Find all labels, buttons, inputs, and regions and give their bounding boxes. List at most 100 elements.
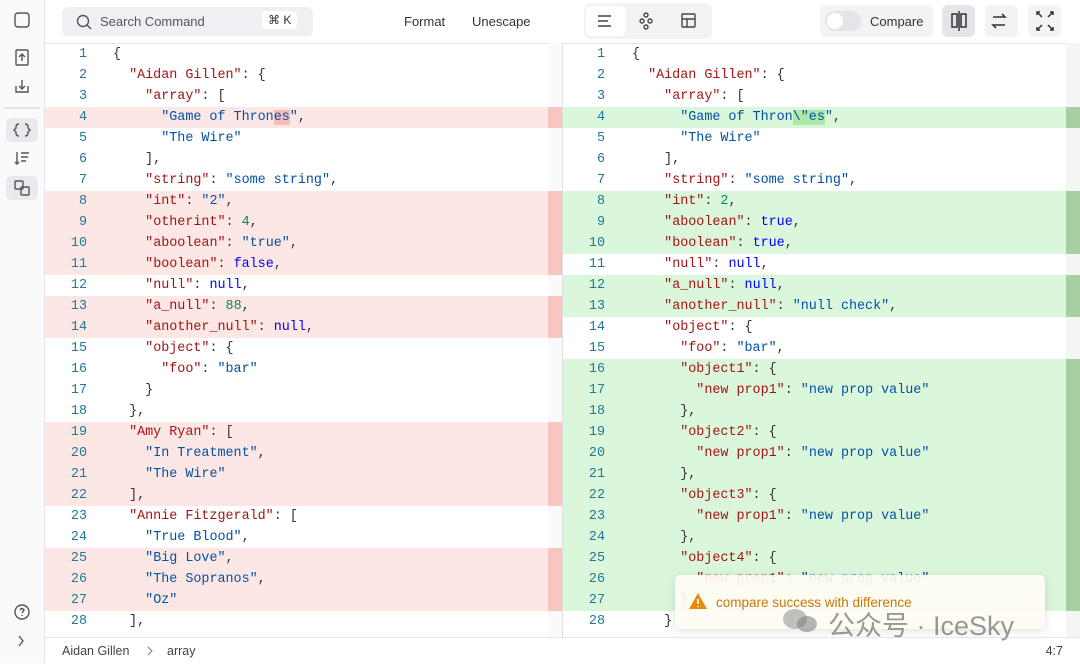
token: "The Sopranos" [145,572,258,587]
toast-message: compare success with difference [716,595,912,610]
token: " [824,110,833,125]
line-code: "boolean": false, [113,254,282,275]
line-number: 5 [596,131,605,146]
line-code: "object2": { [632,422,776,443]
line-number: 20 [588,446,605,461]
token [632,236,664,251]
code-line: 7 "string": "some string", [45,170,548,191]
token: : [217,257,234,272]
token: ], [113,152,162,167]
code-line: 9 "aboolean": true, [563,212,1066,233]
line-number: 12 [70,278,87,293]
line-number: 9 [596,215,605,230]
line-code: "a_null": 88, [113,296,250,317]
token: , [257,446,266,461]
token: "aboolean" [664,215,745,230]
token: , [225,194,234,209]
shortcut: ⌘ K [262,11,298,29]
code-line: 24 }, [563,527,1066,548]
line-number: 5 [78,131,87,146]
diff-marker [1066,506,1080,527]
diff-marker [548,317,562,338]
token: : [712,257,729,272]
line-code: }, [632,401,696,422]
token [113,68,129,83]
line-number: 23 [588,509,605,524]
breadcrumb[interactable]: Aidan Gillen [62,644,130,658]
token: : { [760,68,785,83]
line-number: 11 [70,257,87,272]
line-code: "array": [ [113,86,225,107]
line-code: "new prop1": "new prop value" [632,380,929,401]
line-number: 10 [588,236,605,251]
diff-marker [1066,107,1080,128]
token: "Big Love" [145,551,226,566]
diff-marker [1066,275,1080,296]
left-editor: 1{2 "Aidan Gillen": {3 "array": [4 "Game… [45,43,562,637]
code-line: 7 "string": "some string", [563,170,1066,191]
token: , [832,110,841,125]
sidebar [0,0,45,663]
token: } [632,614,673,629]
token: null [744,278,777,293]
diff-marker [548,212,562,233]
token: , [273,257,282,272]
token: "object4" [680,551,753,566]
diff-marker [548,590,562,611]
token: "new prop value" [800,383,930,398]
diff-marker [548,548,562,569]
diff-marker [1066,296,1080,317]
code-line: 22 ], [45,485,548,506]
fullscreen-button[interactable] [1028,5,1061,37]
compare-toggle[interactable]: Compare [820,5,933,37]
line-number: 26 [588,572,605,587]
token: , [889,299,898,314]
line-code: "array": [ [632,86,744,107]
token: , [784,236,793,251]
code-line: 23 "Annie Fitzgerald": [ [45,506,548,527]
code-line: 1{ [563,44,1066,65]
line-number: 20 [70,446,87,461]
token: : [784,383,801,398]
line-code: "object": { [632,317,752,338]
line-number: 17 [70,383,87,398]
line-code: ], [113,611,145,632]
token: , [289,236,298,251]
line-number: 26 [70,572,87,587]
token: }, [632,467,697,482]
unescape-button[interactable]: Unescape [472,14,531,29]
line-number: 15 [70,341,87,356]
token: "a_null" [664,278,729,293]
diff-marker [1066,212,1080,233]
swap-button[interactable] [985,5,1018,37]
token: "new prop value" [800,446,930,461]
diff-marker [1066,443,1080,464]
token: } [113,383,154,398]
token: "True Blood" [145,530,242,545]
code-line: 17 } [45,380,548,401]
token [632,173,664,188]
token: \"es [792,110,825,125]
diff-marker [548,422,562,443]
format-button[interactable]: Format [404,14,446,29]
token: "The Wire" [680,131,761,146]
toast: compare success with difference [675,575,1045,629]
code-line: 12 "a_null": null, [563,275,1066,296]
token: }, [632,404,697,419]
token: , [225,551,234,566]
line-number: 14 [70,320,87,335]
search-box[interactable]: Search Command ⌘ K [62,7,313,36]
code-line: 16 "object1": { [563,359,1066,380]
line-number: 16 [70,362,87,377]
line-number: 22 [70,488,87,503]
view-tabs [584,3,712,39]
button-icons [951,11,1054,31]
token: 2 [720,194,729,209]
token: "int" [145,194,186,209]
line-code: "string": "some string", [113,170,338,191]
breadcrumb[interactable]: array [167,644,196,658]
code-line: 21 }, [563,464,1066,485]
line-number: 10 [70,236,87,251]
line-number: 8 [596,194,605,209]
token: true [752,236,785,251]
